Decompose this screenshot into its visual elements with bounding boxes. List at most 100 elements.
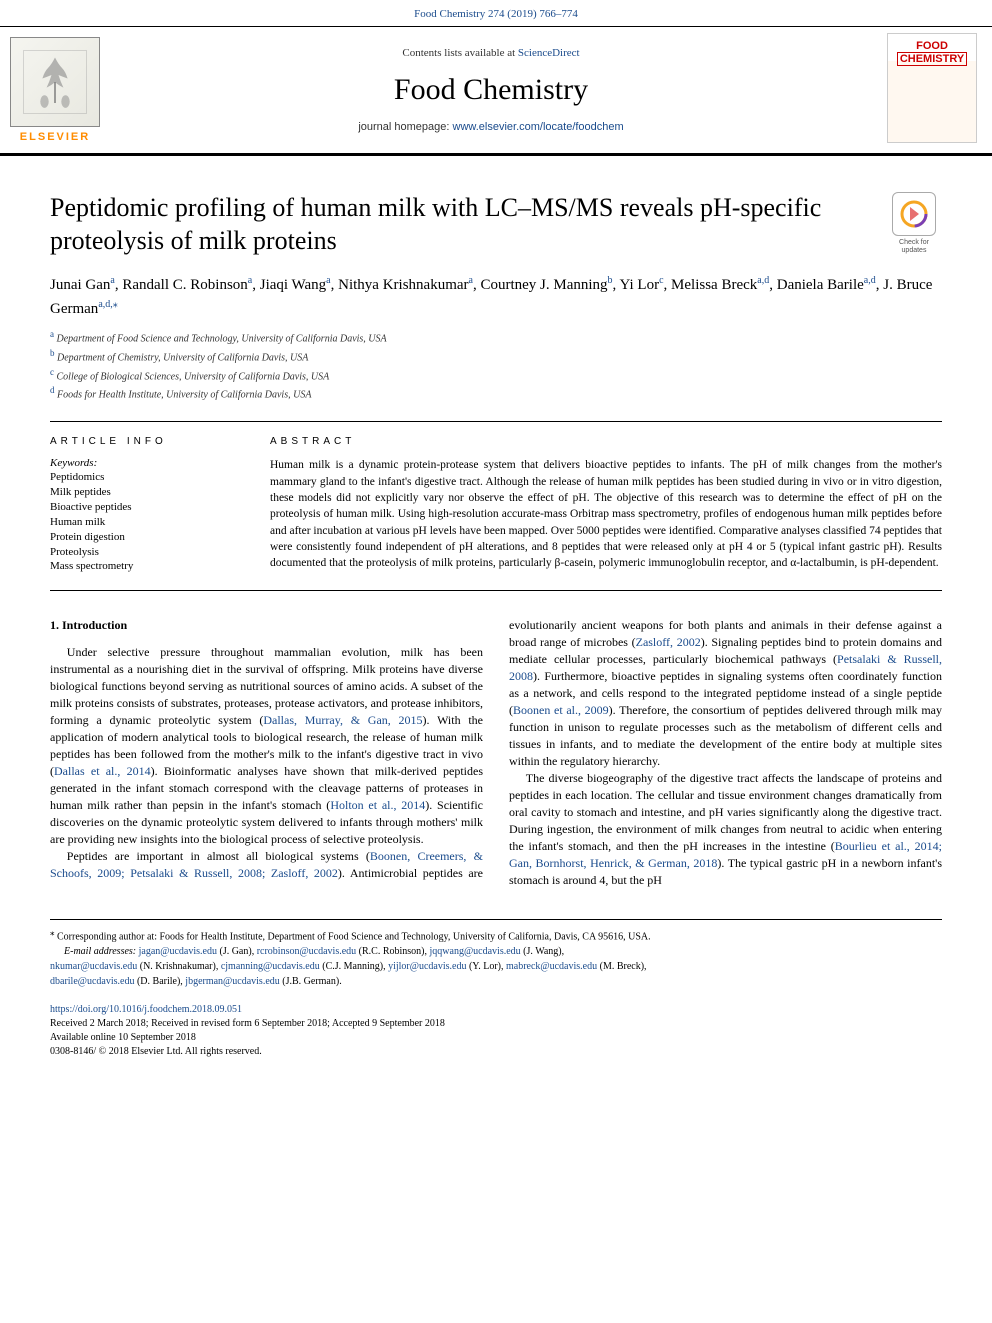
citation-link[interactable]: Dallas, Murray, & Gan, 2015 xyxy=(263,713,422,727)
title-row: Peptidomic profiling of human milk with … xyxy=(50,192,942,257)
email-who: (C.J. Manning), xyxy=(320,961,388,972)
email-label: E-mail addresses: xyxy=(64,946,139,957)
section-1-heading: 1. Introduction xyxy=(50,617,483,634)
affiliation: a Department of Food Science and Technol… xyxy=(50,328,942,347)
corresponding-author: ⁎ Corresponding author at: Foods for Hea… xyxy=(50,926,942,944)
citation-link[interactable]: Holton et al., 2014 xyxy=(330,798,425,812)
author: Melissa Breck xyxy=(671,277,757,293)
article-info-column: ARTICLE INFO Keywords: PeptidomicsMilk p… xyxy=(50,422,270,589)
citation-link[interactable]: Dallas et al., 2014 xyxy=(54,764,151,778)
check-updates-icon xyxy=(892,192,936,236)
doi-block: https://doi.org/10.1016/j.foodchem.2018.… xyxy=(50,1003,942,1059)
online-line: Available online 10 September 2018 xyxy=(50,1032,196,1043)
abstract-column: ABSTRACT Human milk is a dynamic protein… xyxy=(270,422,942,589)
author-aff-sup: a xyxy=(110,275,114,286)
affiliations: a Department of Food Science and Technol… xyxy=(50,328,942,403)
journal-title: Food Chemistry xyxy=(394,73,588,107)
email-link[interactable]: jqqwang@ucdavis.edu xyxy=(430,946,521,957)
footer-block: ⁎ Corresponding author at: Foods for Hea… xyxy=(50,919,942,1059)
keyword: Protein digestion xyxy=(50,530,252,545)
keywords-label: Keywords: xyxy=(50,457,252,469)
received-line: Received 2 March 2018; Received in revis… xyxy=(50,1018,445,1029)
email-link[interactable]: jagan@ucdavis.edu xyxy=(139,946,217,957)
contents-line: Contents lists available at ScienceDirec… xyxy=(402,47,579,59)
affiliation: b Department of Chemistry, University of… xyxy=(50,347,942,366)
email-link[interactable]: dbarile@ucdavis.edu xyxy=(50,976,134,987)
citation-link[interactable]: Boonen et al., 2009 xyxy=(513,703,609,717)
author-aff-sup: a,d, xyxy=(98,299,112,310)
author: Randall C. Robinson xyxy=(122,277,247,293)
email-link[interactable]: mabreck@ucdavis.edu xyxy=(506,961,597,972)
cover-line2: CHEMISTRY xyxy=(897,52,967,66)
keyword: Bioactive peptides xyxy=(50,500,252,515)
copyright-line: 0308-8146/ © 2018 Elsevier Ltd. All righ… xyxy=(50,1046,262,1057)
email-who: (D. Barile), xyxy=(134,976,185,987)
author: Junai Gan xyxy=(50,277,110,293)
author-aff-sup: a xyxy=(326,275,330,286)
citation-link[interactable]: Zasloff, 2002 xyxy=(636,635,701,649)
header-citation: Food Chemistry 274 (2019) 766–774 xyxy=(0,0,992,26)
intro-para-3: The diverse biogeography of the digestiv… xyxy=(509,770,942,889)
affiliation: c College of Biological Sciences, Univer… xyxy=(50,366,942,385)
check-updates-label: Check for updates xyxy=(899,239,929,254)
author-aff-sup: a,d xyxy=(757,275,769,286)
abstract-heading: ABSTRACT xyxy=(270,436,942,447)
email-who: (J. Gan), xyxy=(217,946,257,957)
author-aff-sup: a xyxy=(469,275,473,286)
email-who: (R.C. Robinson), xyxy=(356,946,429,957)
journal-cover-icon: FOOD CHEMISTRY xyxy=(887,33,977,143)
email-link[interactable]: yijlor@ucdavis.edu xyxy=(388,961,466,972)
email-link[interactable]: jbgerman@ucdavis.edu xyxy=(185,976,279,987)
keywords-list: PeptidomicsMilk peptidesBioactive peptid… xyxy=(50,470,252,574)
keyword: Human milk xyxy=(50,515,252,530)
article-title: Peptidomic profiling of human milk with … xyxy=(50,192,866,257)
homepage-line: journal homepage: www.elsevier.com/locat… xyxy=(358,121,623,133)
author: Nithya Krishnakumar xyxy=(338,277,468,293)
keyword: Proteolysis xyxy=(50,545,252,560)
homepage-link[interactable]: www.elsevier.com/locate/foodchem xyxy=(453,121,624,133)
email-who: (J.B. German). xyxy=(280,976,342,987)
doi-link[interactable]: https://doi.org/10.1016/j.foodchem.2018.… xyxy=(50,1004,242,1015)
cover-line1: FOOD xyxy=(897,40,967,52)
affiliation: d Foods for Health Institute, University… xyxy=(50,384,942,403)
email-line-3: dbarile@ucdavis.edu (D. Barile), jbgerma… xyxy=(50,974,942,989)
author-aff-sup: a,d xyxy=(864,275,876,286)
author: Jiaqi Wang xyxy=(260,277,326,293)
author-aff-sup: c xyxy=(659,275,663,286)
keyword: Peptidomics xyxy=(50,470,252,485)
email-line-1: E-mail addresses: jagan@ucdavis.edu (J. … xyxy=(50,944,942,959)
elsevier-tree-icon xyxy=(10,37,100,127)
author-list: Junai Gana, Randall C. Robinsona, Jiaqi … xyxy=(50,273,942,320)
email-link[interactable]: nkumar@ucdavis.edu xyxy=(50,961,137,972)
citation-link[interactable]: Food Chemistry 274 (2019) 766–774 xyxy=(414,8,578,20)
email-who: (Y. Lor), xyxy=(466,961,506,972)
contents-prefix: Contents lists available at xyxy=(402,47,517,59)
email-who: (N. Krishnakumar), xyxy=(137,961,221,972)
keyword: Mass spectrometry xyxy=(50,559,252,574)
cover-block: FOOD CHEMISTRY xyxy=(872,27,992,153)
sciencedirect-link[interactable]: ScienceDirect xyxy=(518,47,580,59)
email-line-2: nkumar@ucdavis.edu (N. Krishnakumar), cj… xyxy=(50,959,942,974)
intro-para-1: Under selective pressure throughout mamm… xyxy=(50,644,483,848)
homepage-prefix: journal homepage: xyxy=(358,121,452,133)
publisher-logo-block: ELSEVIER xyxy=(0,27,110,153)
corr-text: Corresponding author at: Foods for Healt… xyxy=(55,931,651,942)
author-aff-sup: b xyxy=(608,275,613,286)
email-link[interactable]: cjmanning@ucdavis.edu xyxy=(221,961,320,972)
article-info-heading: ARTICLE INFO xyxy=(50,436,252,447)
info-abstract-block: ARTICLE INFO Keywords: PeptidomicsMilk p… xyxy=(50,421,942,590)
author: Yi Lor xyxy=(620,277,660,293)
check-updates-widget[interactable]: Check for updates xyxy=(886,192,942,254)
author-aff-sup: a xyxy=(248,275,252,286)
email-link[interactable]: rcrobinson@ucdavis.edu xyxy=(257,946,356,957)
author: Courtney J. Manning xyxy=(480,277,607,293)
email-who: (M. Breck), xyxy=(597,961,646,972)
email-who: (J. Wang), xyxy=(521,946,564,957)
abstract-text: Human milk is a dynamic protein-protease… xyxy=(270,457,942,571)
author: Daniela Barile xyxy=(777,277,864,293)
journal-banner: ELSEVIER Contents lists available at Sci… xyxy=(0,26,992,156)
banner-center: Contents lists available at ScienceDirec… xyxy=(110,27,872,153)
article-body: Peptidomic profiling of human milk with … xyxy=(0,156,992,1079)
keyword: Milk peptides xyxy=(50,485,252,500)
body-text: 1. Introduction Under selective pressure… xyxy=(50,617,942,890)
